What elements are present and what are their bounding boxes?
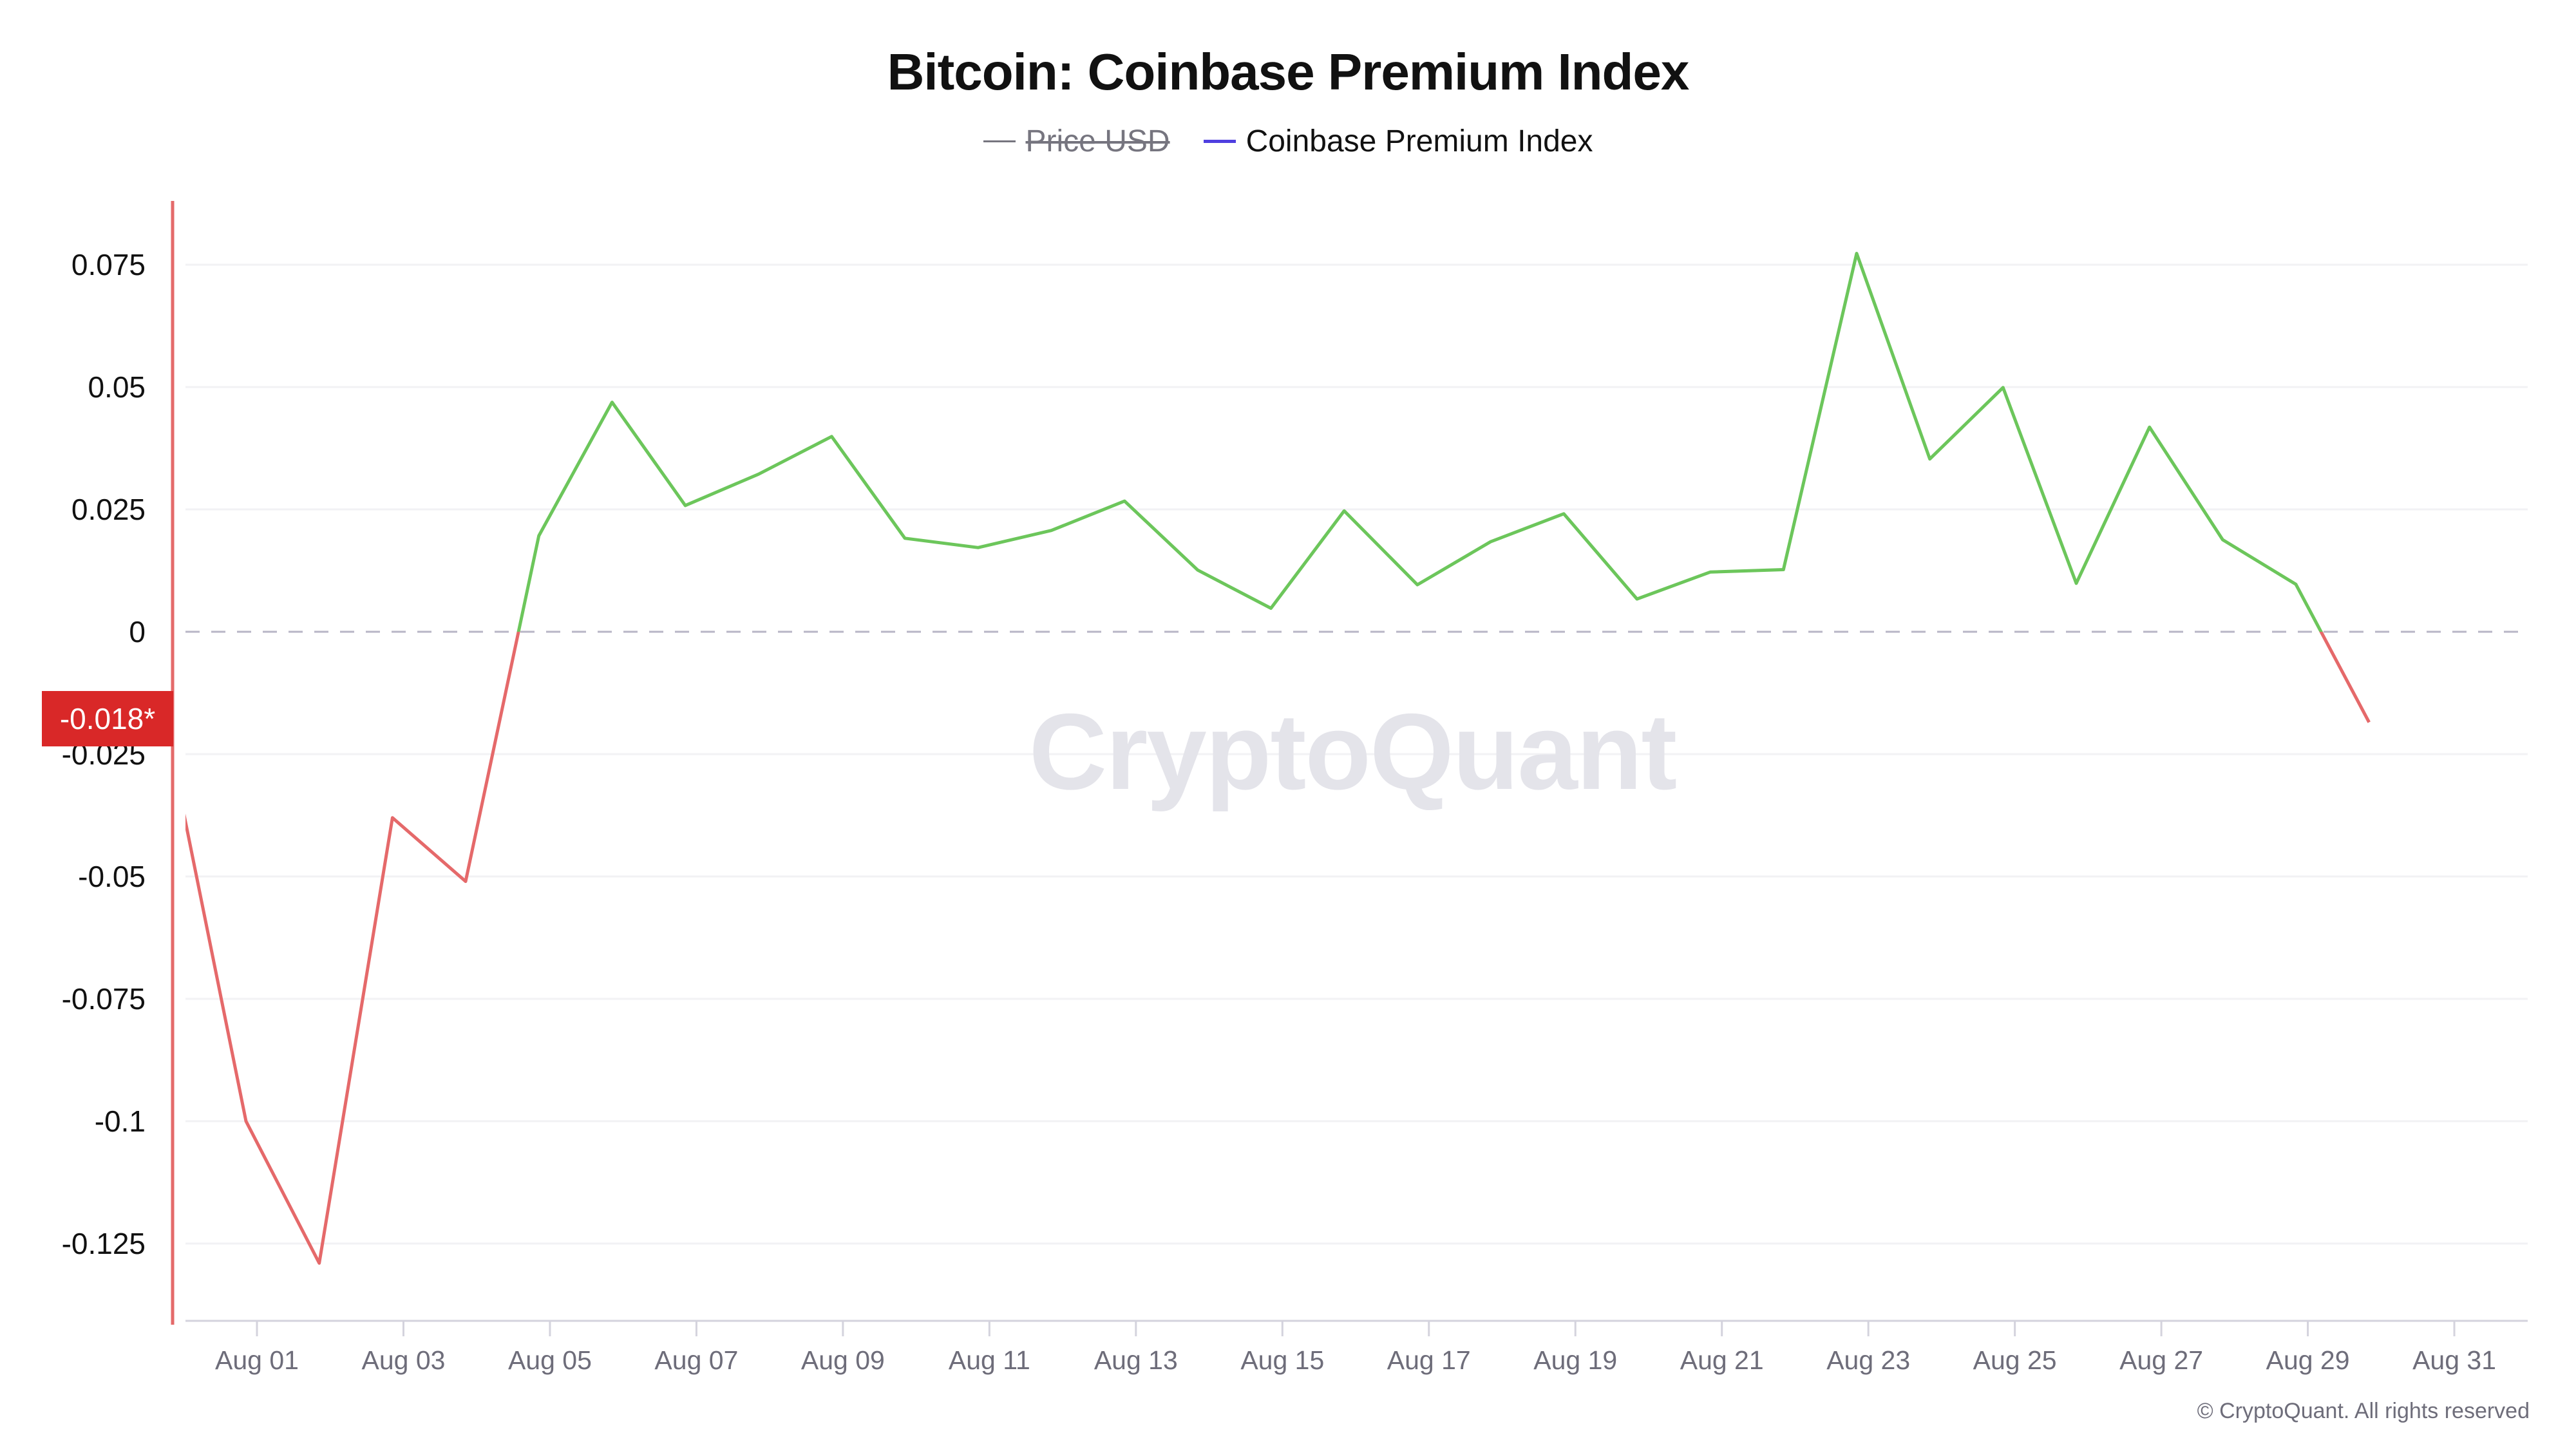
- y-tick-label: 0.025: [71, 493, 146, 526]
- chart-legend: Price USD Coinbase Premium Index: [0, 124, 2576, 159]
- legend-label: Coinbase Premium Index: [1245, 124, 1593, 158]
- last-value-badge: -0.018*: [42, 691, 173, 746]
- x-tick-label: Aug 01: [215, 1345, 299, 1375]
- x-tick-label: Aug 25: [1973, 1345, 2057, 1375]
- series-coinbase-premium-index[interactable]: [173, 252, 2371, 1265]
- y-tick-label: 0.05: [88, 370, 146, 404]
- x-axis-ticks: Aug 01 Aug 03 Aug 05 Aug 07 Aug 09 Aug 11 Aug …: [215, 1321, 2496, 1375]
- y-tick-label: -0.125: [62, 1227, 146, 1260]
- y-tick-label: -0.075: [62, 982, 146, 1016]
- x-tick-label: Aug 13: [1094, 1345, 1178, 1375]
- y-tick-label: 0.075: [71, 248, 146, 281]
- x-tick-label: Aug 11: [949, 1345, 1030, 1375]
- x-tick-label: Aug 05: [508, 1345, 592, 1375]
- gridlines: [185, 263, 2528, 1245]
- watermark-logo: CryptoQuant: [1029, 691, 1676, 812]
- x-tick-label: Aug 19: [1533, 1345, 1617, 1375]
- x-tick-label: Aug 15: [1240, 1345, 1324, 1375]
- x-tick-label: Aug 27: [2119, 1345, 2203, 1375]
- x-tick-label: Aug 31: [2412, 1345, 2496, 1375]
- x-tick-label: Aug 21: [1680, 1345, 1764, 1375]
- x-tick-label: Aug 29: [2266, 1345, 2350, 1375]
- legend-line-icon: [983, 140, 1016, 142]
- x-tick-label: Aug 23: [1826, 1345, 1910, 1375]
- chart-title: Bitcoin: Coinbase Premium Index: [887, 43, 1690, 100]
- y-tick-label: 0: [129, 615, 146, 649]
- legend-label: Price USD: [1025, 124, 1170, 158]
- legend-line-icon: [1203, 140, 1236, 143]
- y-axis-labels: 0.0750.050.0250-0.025-0.05-0.075-0.1-0.1…: [62, 248, 146, 1260]
- x-tick-label: Aug 17: [1387, 1345, 1471, 1375]
- y-tick-label: -0.1: [95, 1104, 146, 1138]
- x-tick-label: Aug 09: [801, 1345, 885, 1375]
- x-tick-label: Aug 03: [361, 1345, 445, 1375]
- legend-item-price-usd[interactable]: Price USD: [983, 124, 1170, 159]
- x-tick-label: Aug 07: [654, 1345, 738, 1375]
- y-tick-label: -0.05: [78, 860, 146, 893]
- copyright-text: © CryptoQuant. All rights reserved: [2197, 1399, 2530, 1423]
- legend-item-coinbase-premium-index[interactable]: Coinbase Premium Index: [1203, 124, 1593, 159]
